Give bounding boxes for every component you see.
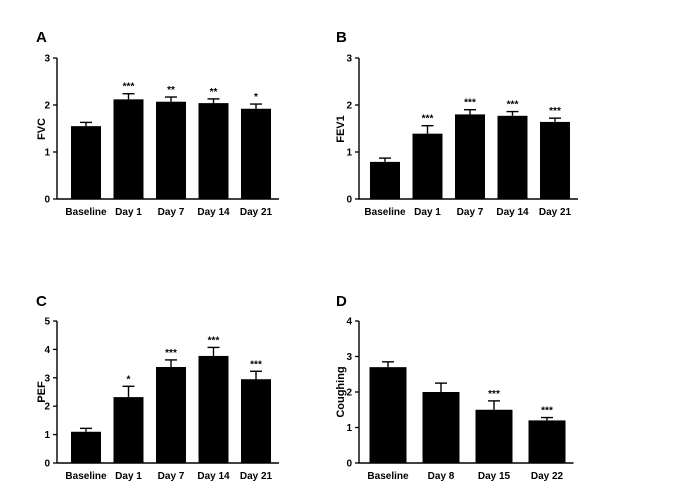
panel-letter: C [36, 293, 47, 310]
bar-day-8 [422, 392, 460, 463]
y-tick-label: 2 [346, 101, 352, 112]
significance-label: *** [549, 106, 561, 117]
bar-day-14 [497, 115, 528, 199]
y-tick-label: 5 [44, 317, 50, 328]
bar-day-7 [455, 114, 485, 199]
y-tick-label: 3 [346, 352, 352, 363]
panel-letter: D [336, 293, 347, 310]
y-tick-label: 4 [44, 345, 50, 356]
x-tick-label: Day 8 [428, 471, 455, 482]
y-tick-label: 1 [44, 148, 50, 159]
bar-day-15 [475, 409, 513, 463]
significance-label: *** [464, 98, 476, 109]
bar-day-22 [528, 420, 566, 463]
bar-day-7 [156, 367, 186, 463]
significance-label: * [254, 92, 258, 103]
x-tick-label: Day 15 [478, 471, 511, 482]
significance-label: *** [507, 100, 519, 111]
x-tick-label: Day 21 [240, 207, 273, 218]
significance-label: *** [123, 82, 135, 93]
x-tick-label: Day 7 [158, 471, 185, 482]
y-tick-label: 3 [44, 54, 50, 65]
x-tick-label: Day 14 [197, 471, 230, 482]
y-tick-label: 4 [346, 317, 352, 328]
bar-baseline [369, 367, 407, 463]
chart-panel-a: A FVC 0 1 2 3 Baseline *** Day 1 ** Day 7 ** Day 14 *… [36, 29, 279, 218]
bar-baseline [71, 126, 101, 199]
x-tick-label: Day 1 [115, 207, 142, 218]
bar-day-14 [198, 103, 229, 199]
x-tick-label: Baseline [364, 207, 406, 218]
significance-label: *** [488, 389, 500, 400]
y-axis-label: FEV1 [335, 115, 347, 143]
y-tick-label: 1 [44, 430, 50, 441]
x-tick-label: Day 1 [414, 207, 441, 218]
y-tick-label: 0 [346, 459, 352, 470]
significance-label: ** [167, 85, 175, 96]
chart-panel-b: B FEV1 0 1 2 3 Baseline *** Day 1 *** Day 7 *** Day … [335, 29, 578, 218]
y-tick-label: 1 [346, 423, 352, 434]
x-tick-label: Baseline [65, 207, 107, 218]
bar-baseline [370, 161, 400, 199]
significance-label: *** [250, 359, 262, 370]
x-tick-label: Day 14 [496, 207, 529, 218]
chart-panel-d: D Coughing 0 1 2 3 4 Baseline Day 8 *** Day 15 *** D… [335, 293, 574, 482]
y-tick-label: 1 [346, 148, 352, 159]
y-tick-label: 3 [346, 54, 352, 65]
bar-day-1 [412, 133, 443, 199]
bar-day-21 [241, 108, 271, 199]
panel-letter: B [336, 29, 347, 46]
bar-day-1 [113, 397, 144, 463]
y-tick-label: 2 [44, 402, 50, 413]
x-tick-label: Day 21 [539, 207, 572, 218]
y-tick-label: 3 [44, 373, 50, 384]
significance-label: *** [208, 335, 220, 346]
x-tick-label: Day 7 [158, 207, 185, 218]
x-tick-label: Day 21 [240, 471, 273, 482]
significance-label: *** [422, 114, 434, 125]
chart-panel-c: C PEF 0 1 2 3 4 5 Baseline * Day 1 *** Day 7 *** Day 1… [36, 293, 279, 482]
y-axis-label: FVC [36, 118, 48, 140]
y-tick-label: 2 [346, 388, 352, 399]
y-tick-label: 2 [44, 101, 50, 112]
x-tick-label: Day 7 [457, 207, 484, 218]
x-tick-label: Baseline [367, 471, 409, 482]
x-tick-label: Baseline [65, 471, 107, 482]
bar-day-7 [156, 101, 186, 199]
x-tick-label: Day 22 [531, 471, 564, 482]
x-tick-label: Day 14 [197, 207, 230, 218]
y-tick-label: 0 [346, 195, 352, 206]
bar-day-1 [113, 99, 144, 199]
y-axis-label: PEF [36, 381, 48, 403]
significance-label: * [127, 374, 131, 385]
panel-letter: A [36, 29, 47, 46]
bar-day-21 [540, 121, 570, 199]
y-tick-label: 0 [44, 195, 50, 206]
bar-day-14 [198, 355, 229, 463]
bar-day-21 [241, 379, 271, 463]
significance-label: ** [210, 87, 218, 98]
y-tick-label: 0 [44, 459, 50, 470]
significance-label: *** [165, 348, 177, 359]
y-axis-label: Coughing [335, 366, 347, 417]
significance-label: *** [541, 406, 553, 417]
x-tick-label: Day 1 [115, 471, 142, 482]
bar-baseline [71, 431, 101, 463]
